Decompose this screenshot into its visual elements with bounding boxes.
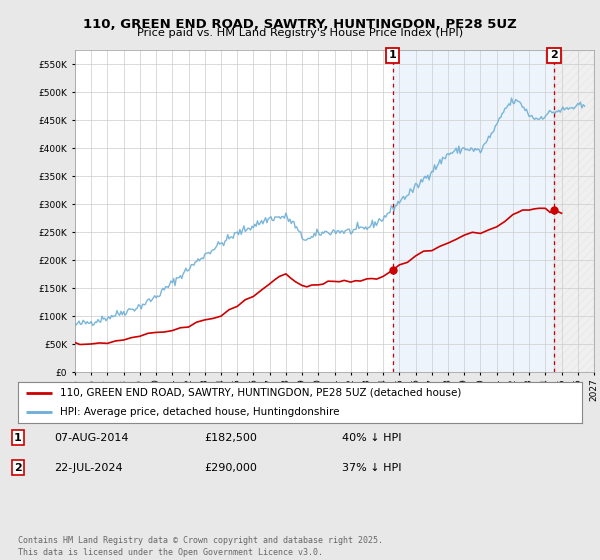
Text: 07-AUG-2014: 07-AUG-2014 (54, 433, 128, 443)
Text: 110, GREEN END ROAD, SAWTRY, HUNTINGDON, PE28 5UZ (detached house): 110, GREEN END ROAD, SAWTRY, HUNTINGDON,… (60, 388, 461, 398)
Text: £290,000: £290,000 (204, 463, 257, 473)
Bar (392, 50, 554, 372)
Text: 37% ↓ HPI: 37% ↓ HPI (342, 463, 401, 473)
Text: 1: 1 (389, 50, 397, 60)
Bar (554, 50, 594, 372)
Text: HPI: Average price, detached house, Huntingdonshire: HPI: Average price, detached house, Hunt… (60, 407, 340, 417)
Text: Price paid vs. HM Land Registry's House Price Index (HPI): Price paid vs. HM Land Registry's House … (137, 28, 463, 38)
Text: 2: 2 (14, 463, 22, 473)
Text: 1: 1 (14, 433, 22, 443)
Text: 2: 2 (550, 50, 558, 60)
Text: 22-JUL-2024: 22-JUL-2024 (54, 463, 122, 473)
Text: Contains HM Land Registry data © Crown copyright and database right 2025.
This d: Contains HM Land Registry data © Crown c… (18, 536, 383, 557)
Text: 40% ↓ HPI: 40% ↓ HPI (342, 433, 401, 443)
Bar (554, 50, 594, 372)
Text: 110, GREEN END ROAD, SAWTRY, HUNTINGDON, PE28 5UZ: 110, GREEN END ROAD, SAWTRY, HUNTINGDON,… (83, 18, 517, 31)
Text: £182,500: £182,500 (204, 433, 257, 443)
